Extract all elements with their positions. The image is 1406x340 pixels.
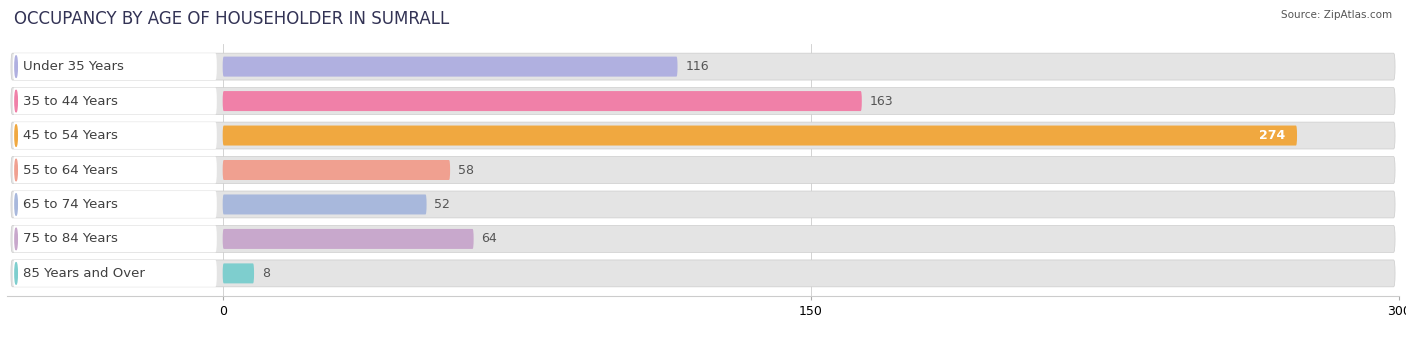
FancyBboxPatch shape — [13, 53, 217, 80]
Text: 163: 163 — [870, 95, 893, 107]
Text: 116: 116 — [685, 60, 709, 73]
FancyBboxPatch shape — [11, 260, 1395, 287]
FancyBboxPatch shape — [222, 229, 474, 249]
FancyBboxPatch shape — [11, 53, 1395, 80]
Text: 65 to 74 Years: 65 to 74 Years — [24, 198, 118, 211]
FancyBboxPatch shape — [13, 122, 217, 149]
Text: 64: 64 — [481, 233, 498, 245]
Circle shape — [15, 194, 17, 215]
FancyBboxPatch shape — [11, 225, 1395, 252]
FancyBboxPatch shape — [13, 225, 217, 252]
FancyBboxPatch shape — [13, 88, 217, 115]
FancyBboxPatch shape — [222, 91, 862, 111]
FancyBboxPatch shape — [222, 160, 450, 180]
FancyBboxPatch shape — [11, 122, 1395, 149]
FancyBboxPatch shape — [11, 88, 1395, 115]
Circle shape — [15, 56, 17, 78]
Text: 8: 8 — [262, 267, 270, 280]
FancyBboxPatch shape — [13, 260, 217, 287]
Text: 85 Years and Over: 85 Years and Over — [24, 267, 145, 280]
Text: 274: 274 — [1258, 129, 1285, 142]
FancyBboxPatch shape — [11, 191, 1395, 218]
Text: Source: ZipAtlas.com: Source: ZipAtlas.com — [1281, 10, 1392, 20]
FancyBboxPatch shape — [222, 125, 1296, 146]
FancyBboxPatch shape — [11, 156, 1395, 184]
FancyBboxPatch shape — [13, 191, 217, 218]
Text: OCCUPANCY BY AGE OF HOUSEHOLDER IN SUMRALL: OCCUPANCY BY AGE OF HOUSEHOLDER IN SUMRA… — [14, 10, 450, 28]
FancyBboxPatch shape — [13, 156, 217, 184]
Text: 35 to 44 Years: 35 to 44 Years — [24, 95, 118, 107]
FancyBboxPatch shape — [222, 56, 678, 76]
FancyBboxPatch shape — [222, 194, 426, 215]
Text: Under 35 Years: Under 35 Years — [24, 60, 124, 73]
Text: 55 to 64 Years: 55 to 64 Years — [24, 164, 118, 176]
Circle shape — [15, 90, 17, 112]
Circle shape — [15, 228, 17, 250]
Text: 75 to 84 Years: 75 to 84 Years — [24, 233, 118, 245]
Circle shape — [15, 125, 17, 146]
Circle shape — [15, 262, 17, 284]
Text: 52: 52 — [434, 198, 450, 211]
Circle shape — [15, 159, 17, 181]
Text: 58: 58 — [458, 164, 474, 176]
Text: 45 to 54 Years: 45 to 54 Years — [24, 129, 118, 142]
FancyBboxPatch shape — [222, 264, 254, 284]
